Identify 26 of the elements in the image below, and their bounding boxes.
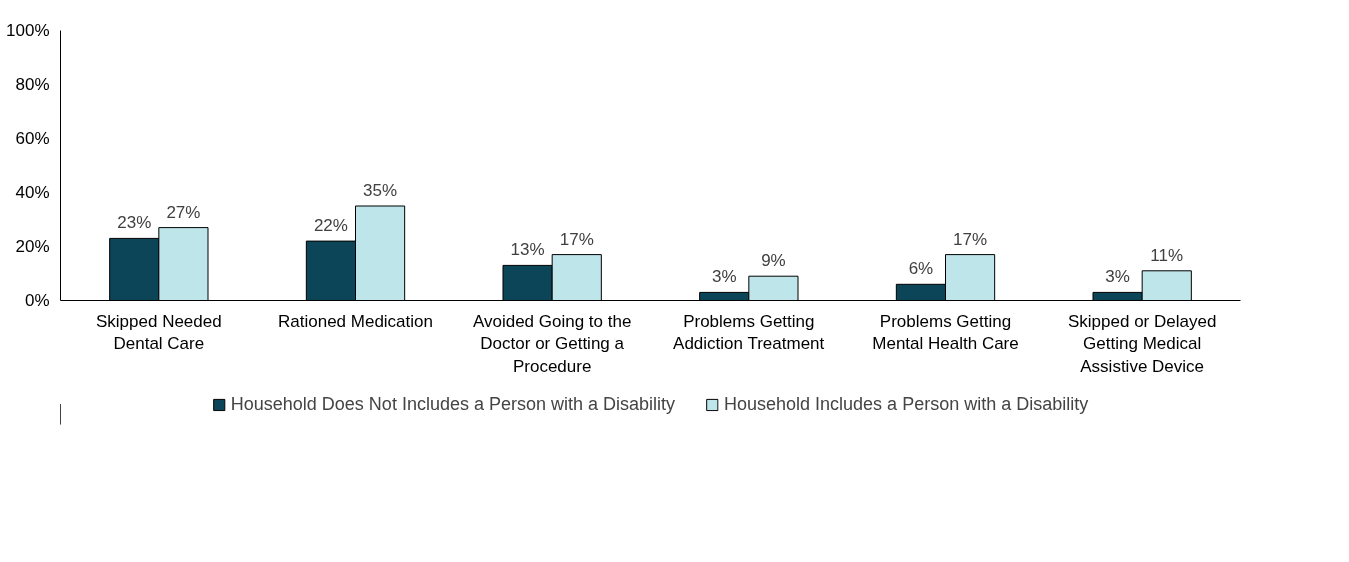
x-tick-label: Problems Getting Mental Health Care <box>872 311 1019 354</box>
legend-label: Household Includes a Person with a Disability <box>724 393 1089 415</box>
data-label: 13% <box>510 240 545 260</box>
y-tick-label: 80% <box>15 75 50 94</box>
legend-label: Household Does Not Includes a Person with a Disability <box>230 393 676 415</box>
y-tick-label: 40% <box>15 183 50 202</box>
data-label: 22% <box>313 216 348 236</box>
x-tick-label: Problems Getting Addiction Treatment <box>673 311 825 354</box>
x-tick-label: Rationed Medication <box>278 311 433 331</box>
data-label: 6% <box>908 259 934 279</box>
data-label: 3% <box>711 267 737 287</box>
x-tick-label: Skipped or Delayed Getting Medical Assistive Device <box>1067 311 1217 377</box>
data-label: 11% <box>1150 245 1184 265</box>
y-tick-label: 100% <box>6 21 50 40</box>
data-label: 35% <box>363 181 398 200</box>
data-label: 17% <box>559 229 594 249</box>
y-tick-label: 60% <box>15 129 50 148</box>
data-label: 23% <box>117 213 152 233</box>
data-label: 17% <box>953 229 988 249</box>
data-label: 3% <box>1105 267 1130 287</box>
data-label: 9% <box>761 251 786 271</box>
x-tick-label: Skipped Needed Dental Care <box>95 311 222 354</box>
x-tick-label: Avoided Going to the Doctor or Getting a Procedure <box>472 311 632 377</box>
y-tick-label: 20% <box>15 237 50 256</box>
y-tick-label: 0% <box>24 291 50 310</box>
data-label: 27% <box>166 202 201 222</box>
